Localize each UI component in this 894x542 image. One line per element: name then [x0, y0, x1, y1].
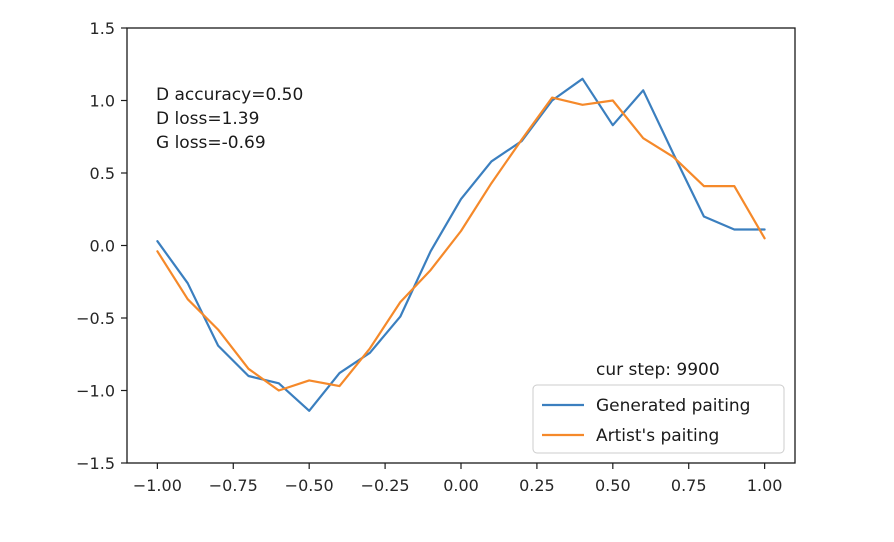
- annotation-d-loss: D loss=1.39: [156, 109, 259, 129]
- x-tick-label: −1.00: [133, 476, 182, 495]
- y-tick-label: −1.0: [76, 382, 115, 401]
- annotation-g-loss: G loss=-0.69: [156, 133, 266, 153]
- legend-label-generated: Generated paiting: [596, 396, 750, 416]
- y-tick-label: 0.5: [90, 164, 115, 183]
- x-tick-label: 0.00: [443, 476, 479, 495]
- series-line-1: [156, 96, 766, 392]
- x-tick-label: −0.50: [285, 476, 334, 495]
- legend-label-artist: Artist's paiting: [596, 426, 719, 446]
- step-label: cur step: 9900: [596, 360, 720, 380]
- x-tick-label: 0.25: [519, 476, 555, 495]
- x-axis: −1.00 −0.75 −0.50 −0.25 0.00 0.25 0.50 0.75 1.00: [133, 463, 783, 495]
- chart-marks: [156, 77, 766, 412]
- legend-box: [532, 384, 785, 454]
- x-tick-label: −0.75: [209, 476, 258, 495]
- series-line-0: [156, 77, 766, 412]
- y-tick-label: 1.0: [90, 92, 115, 111]
- x-tick-label: −0.25: [361, 476, 410, 495]
- y-tick-label: −1.5: [76, 454, 115, 473]
- y-tick-label: 0.0: [90, 237, 115, 256]
- y-tick-label: 1.5: [90, 19, 115, 38]
- x-tick-label: 0.50: [595, 476, 631, 495]
- legend: Generated paiting Artist's paiting: [532, 384, 785, 454]
- y-tick-label: −0.5: [76, 309, 115, 328]
- x-tick-label: 1.00: [747, 476, 783, 495]
- x-tick-label: 0.75: [671, 476, 707, 495]
- y-axis: −1.5 −1.0 −0.5 0.0 0.5 1.0 1.5: [76, 19, 127, 473]
- annotation-d-accuracy: D accuracy=0.50: [156, 85, 303, 105]
